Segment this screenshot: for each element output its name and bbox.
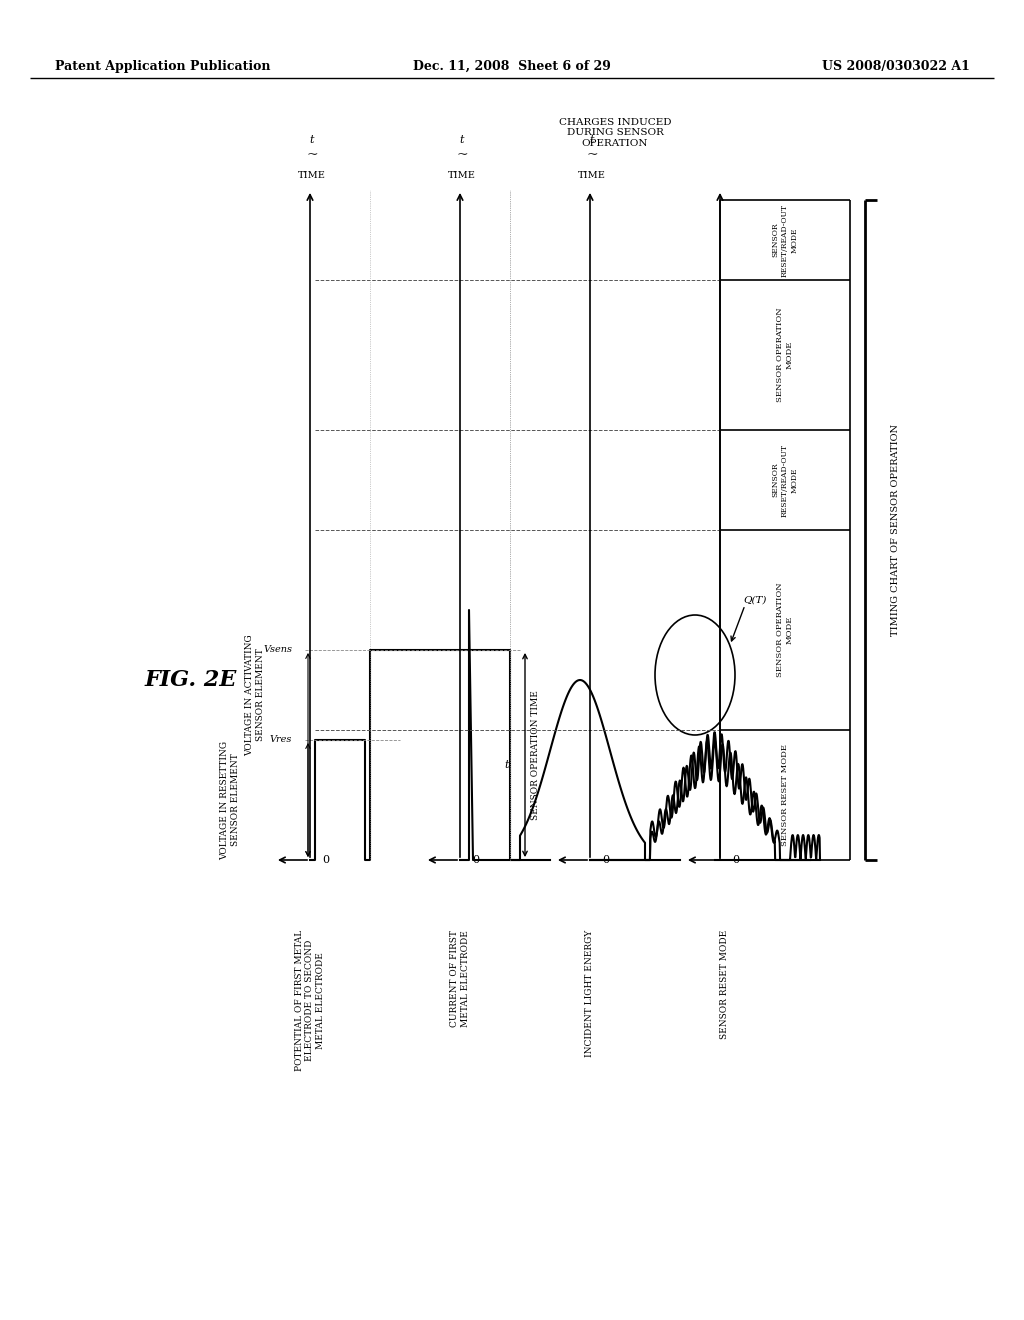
Text: t: t	[460, 135, 464, 145]
Text: Vsens: Vsens	[263, 645, 292, 655]
Text: SENSOR OPERATION TIME: SENSOR OPERATION TIME	[531, 690, 540, 820]
Text: TIMING CHART OF SENSOR OPERATION: TIMING CHART OF SENSOR OPERATION	[891, 424, 899, 636]
Text: 0: 0	[322, 855, 329, 865]
Text: US 2008/0303022 A1: US 2008/0303022 A1	[822, 59, 970, 73]
Text: ~: ~	[586, 148, 598, 162]
Text: TIME: TIME	[298, 170, 326, 180]
Text: Patent Application Publication: Patent Application Publication	[55, 59, 270, 73]
Text: 0: 0	[472, 855, 479, 865]
Text: Vres: Vres	[269, 735, 292, 744]
Text: SENSOR OPERATION
MODE: SENSOR OPERATION MODE	[776, 308, 794, 403]
Text: INCIDENT LIGHT ENERGY: INCIDENT LIGHT ENERGY	[586, 931, 595, 1057]
Text: TIME: TIME	[579, 170, 606, 180]
Text: t: t	[309, 135, 314, 145]
Text: VOLTAGE IN ACTIVATING
SENSOR ELEMENT: VOLTAGE IN ACTIVATING SENSOR ELEMENT	[246, 634, 264, 756]
Text: t: t	[505, 760, 509, 770]
Text: Dec. 11, 2008  Sheet 6 of 29: Dec. 11, 2008 Sheet 6 of 29	[413, 59, 611, 73]
Text: VOLTAGE IN RESETTING
SENSOR ELEMENT: VOLTAGE IN RESETTING SENSOR ELEMENT	[220, 741, 240, 859]
Text: 0: 0	[602, 855, 609, 865]
Text: Q(T): Q(T)	[743, 595, 767, 605]
Text: CURRENT OF FIRST
METAL ELECTRODE: CURRENT OF FIRST METAL ELECTRODE	[451, 931, 470, 1027]
Text: ~: ~	[456, 148, 468, 162]
Text: SENSOR RESET MODE: SENSOR RESET MODE	[781, 744, 790, 846]
Text: SENSOR
RESET/READ-OUT
MODE: SENSOR RESET/READ-OUT MODE	[772, 444, 798, 516]
Text: SENSOR RESET MODE: SENSOR RESET MODE	[720, 931, 729, 1039]
Text: FIG. 2E: FIG. 2E	[145, 669, 238, 690]
Text: t: t	[590, 135, 594, 145]
Text: CHARGES INDUCED
DURING SENSOR
OPERATION: CHARGES INDUCED DURING SENSOR OPERATION	[559, 117, 672, 148]
Text: SENSOR OPERATION
MODE: SENSOR OPERATION MODE	[776, 582, 794, 677]
Text: 0: 0	[732, 855, 739, 865]
Text: POTENTIAL OF FIRST METAL
ELECTRODE TO SECOND
METAL ELECTRODE: POTENTIAL OF FIRST METAL ELECTRODE TO SE…	[295, 931, 325, 1072]
Text: TIME: TIME	[449, 170, 476, 180]
Text: ~: ~	[306, 148, 317, 162]
Text: SENSOR
RESET/READ-OUT
MODE: SENSOR RESET/READ-OUT MODE	[772, 203, 798, 277]
